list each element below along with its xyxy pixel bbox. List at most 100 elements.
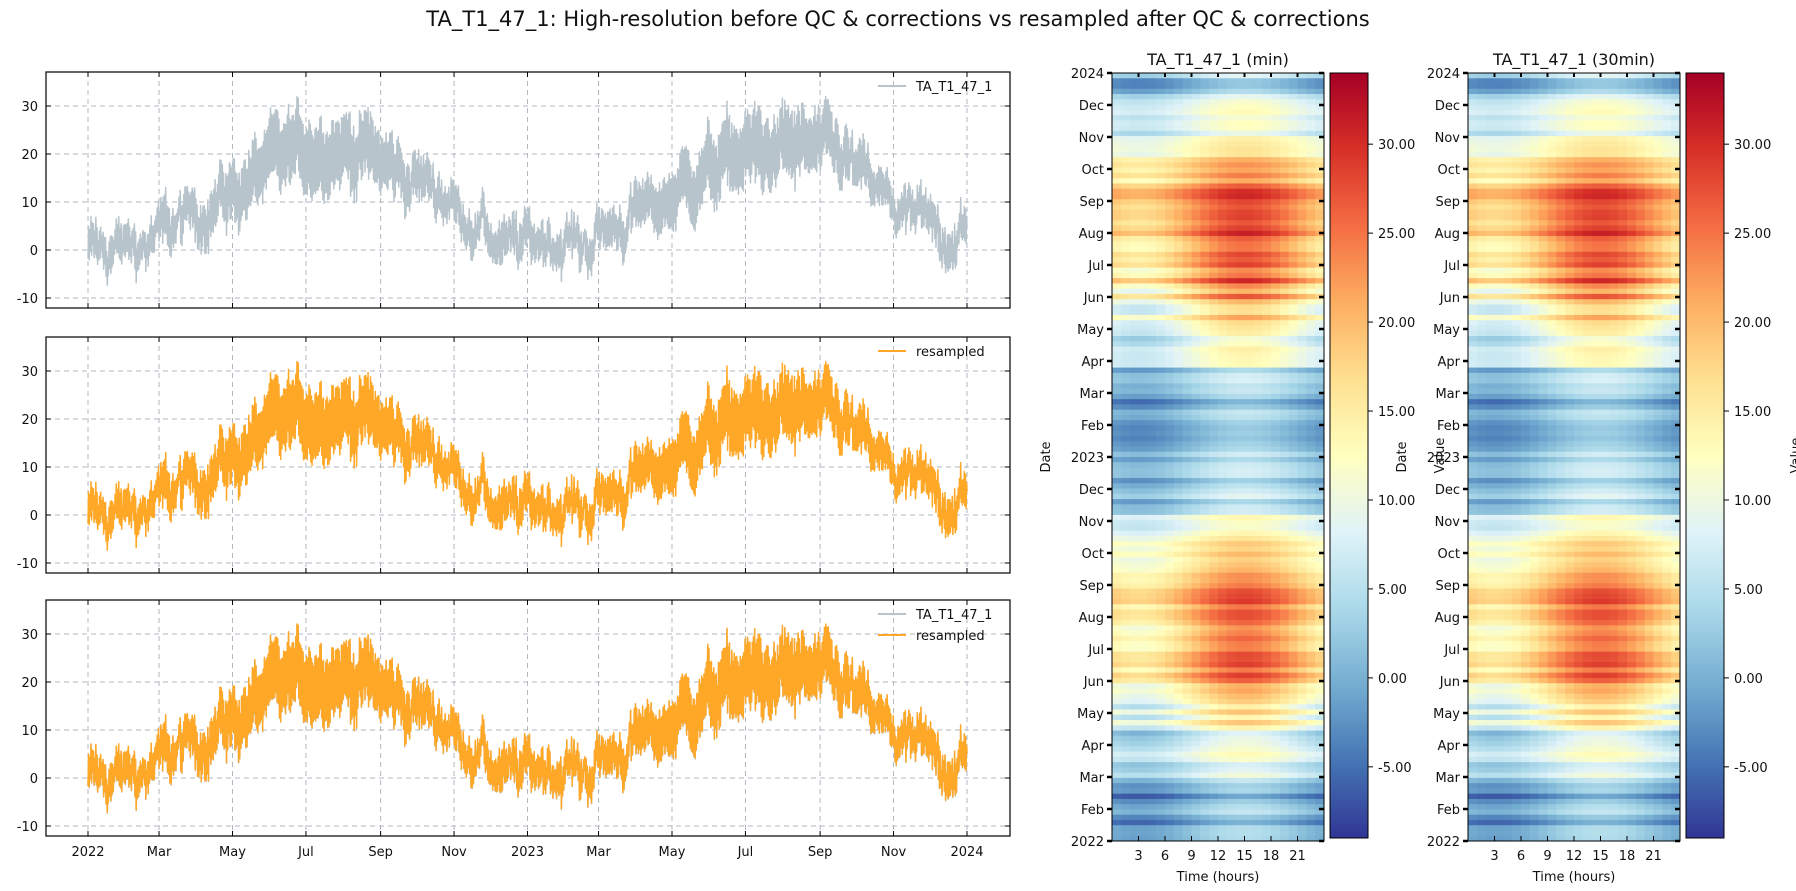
heatmap-cell bbox=[1138, 693, 1148, 700]
heatmap-cell bbox=[1306, 230, 1316, 237]
heatmap-cell bbox=[1138, 99, 1148, 105]
heatmap-cell bbox=[1138, 278, 1148, 284]
heatmap-cell bbox=[1235, 535, 1245, 542]
heatmap-cell bbox=[1147, 167, 1157, 174]
heatmap-cell bbox=[1138, 157, 1148, 163]
heatmap-cell bbox=[1138, 788, 1148, 795]
heatmap-cell bbox=[1521, 309, 1531, 316]
heatmap-cell bbox=[1147, 178, 1157, 184]
heatmap-cell bbox=[1209, 288, 1219, 295]
heatmap-cell bbox=[1635, 204, 1646, 211]
heatmap-cell bbox=[1226, 136, 1237, 142]
heatmap-cell bbox=[1574, 278, 1584, 284]
heatmap-cell bbox=[1191, 572, 1201, 579]
heatmap-cell bbox=[1112, 472, 1122, 479]
heatmap-cell bbox=[1218, 504, 1228, 510]
heatmap-cell bbox=[1529, 120, 1540, 126]
heatmap-cell bbox=[1112, 772, 1122, 779]
heatmap-cell bbox=[1271, 204, 1281, 211]
heatmap-cell bbox=[1315, 120, 1325, 126]
heatmap-cell bbox=[1209, 399, 1219, 405]
heatmap-cell bbox=[1191, 483, 1201, 489]
heatmap-cell bbox=[1644, 272, 1654, 279]
heatmap-cell bbox=[1173, 693, 1184, 700]
heatmap-cell bbox=[1503, 267, 1513, 274]
heatmap-cell bbox=[1635, 104, 1646, 111]
heatmap-cell bbox=[1209, 641, 1219, 647]
heatmap-cell bbox=[1226, 746, 1237, 752]
heatmap-cell bbox=[1574, 167, 1584, 174]
date-tick-label: Nov bbox=[1079, 515, 1105, 530]
heatmap-cell bbox=[1565, 278, 1575, 284]
heatmap-cell bbox=[1235, 478, 1245, 484]
heatmap-cell bbox=[1297, 704, 1307, 710]
heatmap-cell bbox=[1156, 99, 1166, 105]
heatmap-cell bbox=[1209, 651, 1219, 658]
heatmap-cell bbox=[1288, 835, 1298, 842]
heatmap-cell bbox=[1200, 767, 1210, 774]
heatmap-cell bbox=[1556, 162, 1566, 169]
heatmap-cell bbox=[1538, 272, 1548, 279]
heatmap-cell bbox=[1262, 614, 1272, 621]
heatmap-cell bbox=[1476, 141, 1487, 148]
heatmap-cell bbox=[1306, 120, 1316, 126]
heatmap-cell bbox=[1182, 488, 1192, 495]
heatmap-cell bbox=[1306, 788, 1316, 795]
heatmap-cell bbox=[1315, 504, 1325, 510]
y-tick-label: 30 bbox=[21, 100, 38, 115]
heatmap-cell bbox=[1156, 141, 1166, 148]
heatmap-cell bbox=[1306, 109, 1316, 116]
heatmap-cell bbox=[1271, 825, 1281, 831]
heatmap-cell bbox=[1120, 572, 1131, 579]
heatmap-cell bbox=[1476, 209, 1487, 216]
heatmap-cell bbox=[1262, 514, 1272, 521]
heatmap-cell bbox=[1591, 299, 1601, 305]
heatmap-cell bbox=[1235, 614, 1245, 621]
heatmap-cell bbox=[1191, 351, 1201, 358]
heatmap-cell bbox=[1226, 220, 1237, 226]
heatmap-cell bbox=[1235, 551, 1245, 558]
heatmap-cell bbox=[1235, 367, 1245, 374]
heatmap-cell bbox=[1521, 120, 1531, 126]
heatmap-cell bbox=[1129, 409, 1139, 416]
heatmap-cell bbox=[1129, 215, 1139, 221]
heatmap-cell bbox=[1165, 551, 1175, 558]
heatmap-cell bbox=[1279, 546, 1290, 553]
heatmap-cell bbox=[1129, 225, 1139, 232]
heatmap-cell bbox=[1315, 756, 1325, 763]
heatmap-cell bbox=[1120, 383, 1131, 390]
heatmap-cell bbox=[1156, 504, 1166, 510]
heatmap-cell bbox=[1129, 762, 1139, 768]
heatmap-cell bbox=[1271, 330, 1281, 337]
heatmap-cell bbox=[1565, 83, 1575, 90]
heatmap-cell bbox=[1582, 246, 1593, 253]
heatmap-cell bbox=[1253, 830, 1263, 837]
heatmap-cell bbox=[1156, 809, 1166, 816]
heatmap-cell bbox=[1112, 556, 1122, 563]
heatmap-cell bbox=[1279, 835, 1290, 842]
heatmap-cell bbox=[1138, 614, 1148, 621]
heatmap-cell bbox=[1147, 325, 1157, 332]
heatmap-cell bbox=[1253, 535, 1263, 542]
heatmap-cell bbox=[1173, 151, 1184, 158]
heatmap-cell bbox=[1226, 372, 1237, 379]
heatmap-cell bbox=[1618, 193, 1628, 200]
heatmap-cell bbox=[1226, 330, 1237, 337]
heatmap-cell bbox=[1156, 762, 1166, 768]
heatmap-cell bbox=[1226, 267, 1237, 274]
heatmap-cell bbox=[1297, 620, 1307, 626]
heatmap-cell bbox=[1165, 73, 1175, 79]
date-tick-label: Sep bbox=[1079, 195, 1104, 210]
heatmap-cell bbox=[1306, 115, 1316, 121]
heatmap-cell bbox=[1200, 546, 1210, 553]
heatmap-cell bbox=[1468, 141, 1478, 148]
heatmap-cell bbox=[1138, 188, 1148, 195]
heatmap-cell bbox=[1306, 520, 1316, 526]
heatmap-cell bbox=[1147, 393, 1157, 400]
heatmap-cell bbox=[1165, 599, 1175, 605]
heatmap-cell bbox=[1200, 762, 1210, 768]
heatmap-cell bbox=[1297, 825, 1307, 831]
heatmap-cell bbox=[1644, 199, 1654, 205]
heatmap-cell bbox=[1165, 404, 1175, 411]
heatmap-cell bbox=[1156, 330, 1166, 337]
